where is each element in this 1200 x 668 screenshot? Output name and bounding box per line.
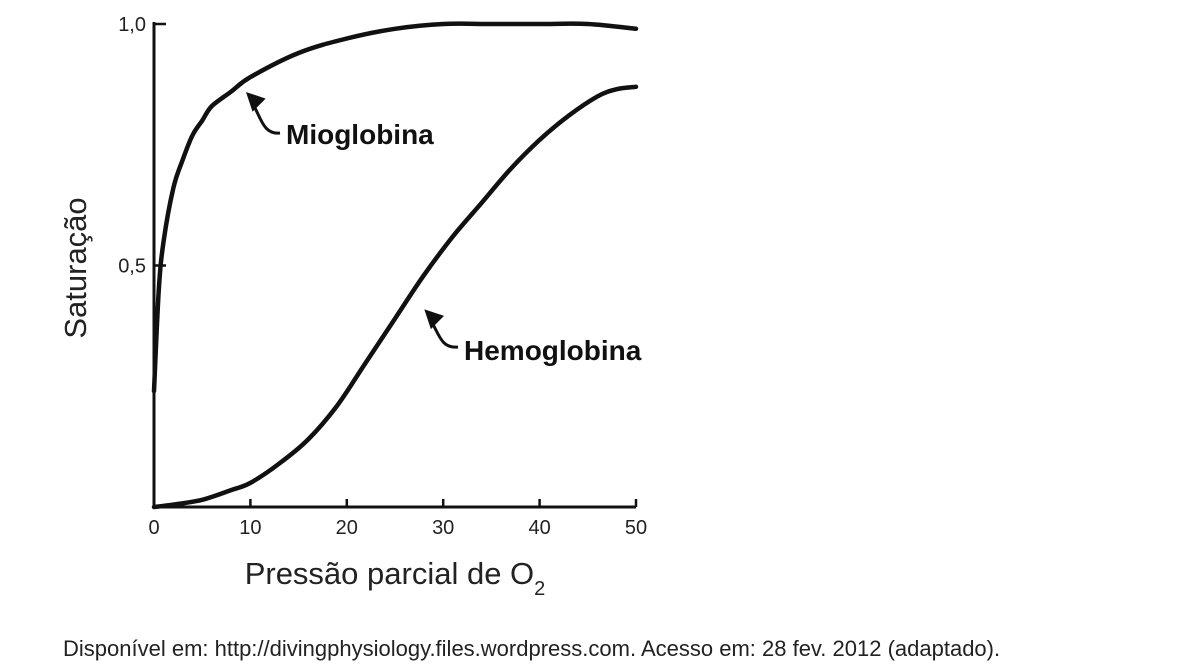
x-tick-label: 0 [148,517,159,539]
annotation-label-hemoglobina: Hemoglobina [464,335,642,366]
series [151,21,639,510]
series-line-hemoglobina [151,84,639,510]
source-citation: Disponível em: http://divingphysiology.f… [63,636,1001,661]
annotations: Mioglobina Hemoglobina [245,91,642,366]
y-tick-label: 1,0 [118,14,146,36]
annotation-arrowhead [245,91,266,112]
annotation-label-mioglobina: Mioglobina [286,119,434,150]
x-tick-label: 50 [625,517,647,539]
series-line-mioglobina [151,21,639,394]
ticks: 0 10 20 30 40 50 0,5 1,0 [118,14,647,539]
x-tick-label: 10 [239,517,261,539]
x-tick-label: 40 [528,517,550,539]
y-axis-title: Saturação [58,197,93,338]
x-tick-label: 20 [336,517,358,539]
annotation-arrowhead [424,309,445,330]
x-axis-title: Pressão parcial de O2 [245,556,546,600]
saturation-chart: 0 10 20 30 40 500,51,0 MioglobinaHemoglobina … [58,14,647,600]
x-tick-label: 30 [432,517,454,539]
y-tick-label: 0,5 [118,256,146,278]
